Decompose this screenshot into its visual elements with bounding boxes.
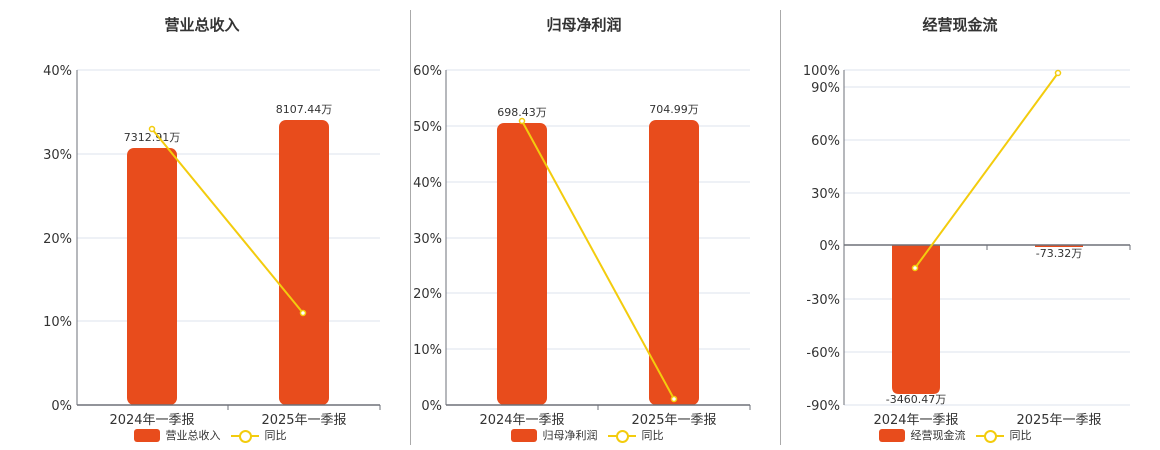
yoy-line — [521, 120, 675, 400]
legend: 经营现金流 同比 — [760, 427, 1150, 443]
yoy-point[interactable] — [911, 264, 919, 272]
legend-line-label[interactable]: 同比 — [264, 429, 287, 442]
yoy-point[interactable] — [148, 125, 156, 133]
legend-bar-swatch[interactable] — [878, 428, 905, 442]
x-axis-label: 2025年一季报 — [261, 413, 346, 428]
x-axis-label: 2025年一季报 — [631, 413, 716, 428]
legend: 营业总收入 同比 — [5, 427, 415, 443]
svg-text:0%: 0% — [51, 399, 72, 414]
svg-text:30%: 30% — [413, 232, 442, 247]
chart-panel-net-profit: 归母净利润 60% 50% 40% 30% 20% 10% 0% 698.43万… — [400, 0, 780, 450]
gridlines — [446, 69, 750, 350]
legend-line-swatch[interactable] — [975, 429, 1004, 443]
legend-line-swatch[interactable] — [230, 429, 259, 443]
svg-text:0%: 0% — [819, 239, 840, 254]
panel-divider — [410, 10, 411, 445]
legend-bar-label[interactable]: 经营现金流 — [910, 429, 966, 442]
bar-value-label: -3460.47万 — [886, 393, 946, 406]
bar-2025[interactable] — [649, 120, 699, 405]
yoy-point[interactable] — [1054, 69, 1062, 77]
y-axis-ticks: 100% 90% 60% 30% 0% -30% -60% -90% — [803, 64, 840, 414]
panel-divider — [780, 10, 781, 445]
svg-text:60%: 60% — [413, 64, 442, 79]
legend-line-label[interactable]: 同比 — [1009, 429, 1032, 442]
bar-2024[interactable] — [892, 245, 940, 394]
bar-2025[interactable] — [279, 120, 329, 405]
svg-text:40%: 40% — [43, 64, 72, 79]
svg-text:0%: 0% — [421, 399, 442, 414]
yoy-line — [151, 128, 304, 314]
svg-text:30%: 30% — [811, 187, 840, 202]
legend-bar-label[interactable]: 营业总收入 — [165, 429, 221, 442]
chart-title: 归母净利润 — [546, 16, 622, 34]
legend-line-swatch[interactable] — [607, 429, 636, 443]
gridlines — [77, 69, 380, 322]
svg-text:-60%: -60% — [806, 346, 840, 361]
svg-text:60%: 60% — [811, 134, 840, 149]
svg-text:100%: 100% — [803, 64, 840, 79]
chart-plot-area: 60% 50% 40% 30% 20% 10% 0% 698.43万 704.9… — [413, 64, 751, 428]
svg-text:20%: 20% — [43, 232, 72, 247]
bar-value-label: 8107.44万 — [276, 103, 333, 116]
legend: 归母净利润 同比 — [397, 427, 777, 443]
x-axis-label: 2024年一季报 — [873, 413, 958, 428]
legend-line-label[interactable]: 同比 — [641, 429, 664, 442]
chart-panel-operating-cash-flow: 经营现金流 100% 90% 60% 30% 0% -30% -60% -90%… — [770, 0, 1160, 450]
svg-text:90%: 90% — [811, 81, 840, 96]
chart-plot-area: 40% 30% 20% 10% 0% 7312.91万 8107.44万 202… — [43, 64, 381, 428]
y-axis-ticks: 60% 50% 40% 30% 20% 10% 0% — [413, 64, 442, 414]
svg-text:30%: 30% — [43, 148, 72, 163]
svg-text:-30%: -30% — [806, 293, 840, 308]
bar-2025[interactable] — [1035, 245, 1083, 247]
svg-text:10%: 10% — [43, 315, 72, 330]
yoy-point[interactable] — [670, 395, 678, 403]
chart-panel-revenue: 营业总收入 40% 30% 20% 10% 0% 7312.91万 8107.4… — [0, 0, 410, 450]
svg-text:10%: 10% — [413, 343, 442, 358]
bar-value-label: -73.32万 — [1036, 247, 1082, 260]
x-axis-label: 2024年一季报 — [109, 413, 194, 428]
chart-plot-area: 100% 90% 60% 30% 0% -30% -60% -90% -3460… — [803, 64, 1131, 428]
gridlines — [844, 69, 1130, 406]
chart-title: 经营现金流 — [922, 16, 998, 34]
x-axis-label: 2025年一季报 — [1016, 413, 1101, 428]
bar-value-label: 704.99万 — [649, 103, 699, 116]
bar-2024[interactable] — [497, 123, 547, 405]
svg-text:-90%: -90% — [806, 399, 840, 414]
y-axis-ticks: 40% 30% 20% 10% 0% — [43, 64, 72, 414]
yoy-point[interactable] — [299, 309, 307, 317]
svg-text:40%: 40% — [413, 176, 442, 191]
chart-title: 营业总收入 — [164, 16, 240, 34]
legend-bar-label[interactable]: 归母净利润 — [542, 429, 598, 442]
bar-value-label: 698.43万 — [497, 106, 547, 119]
bar-value-label: 7312.91万 — [124, 131, 181, 144]
legend-bar-swatch[interactable] — [510, 428, 537, 442]
bar-2024[interactable] — [127, 148, 177, 405]
yoy-line — [914, 72, 1059, 269]
svg-text:50%: 50% — [413, 120, 442, 135]
legend-bar-swatch[interactable] — [133, 428, 160, 442]
x-axis-label: 2024年一季报 — [479, 413, 564, 428]
yoy-point[interactable] — [518, 117, 526, 125]
svg-text:20%: 20% — [413, 287, 442, 302]
